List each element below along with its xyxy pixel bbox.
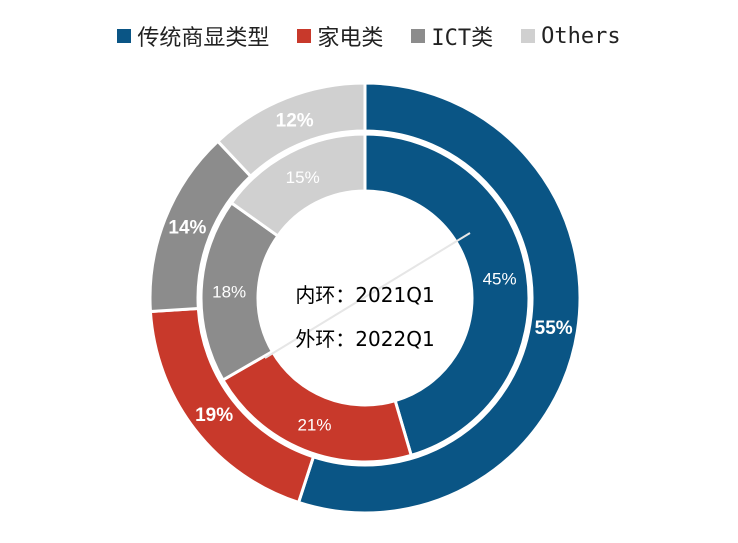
inner-label-3: 15% [286, 168, 320, 187]
legend-swatch [297, 29, 312, 43]
outer-slice-3 [215, 81, 367, 179]
legend-label: 家电类 [317, 26, 384, 51]
inner-label-0: 45% [483, 270, 517, 289]
center-text-outer: 外环：2022Q1 [295, 327, 434, 351]
inner-label-2: 18% [212, 283, 246, 302]
outer-slice-0 [296, 81, 582, 515]
outer-label-3: 12% [276, 110, 314, 131]
legend-item: Others [521, 20, 621, 52]
legend-item: 传统商显类型 [117, 20, 269, 52]
legend-label: ICT类 [431, 26, 494, 51]
legend-label: Others [541, 23, 621, 49]
inner-slice-3 [229, 132, 367, 239]
watermark-logo [264, 232, 471, 359]
outer-label-2: 14% [168, 218, 206, 239]
inner-slice-0 [363, 132, 531, 458]
legend-item: 家电类 [297, 20, 383, 52]
legend-swatch [521, 29, 536, 43]
inner-label-1: 21% [297, 415, 331, 434]
center-text-inner: 内环：2021Q1 [295, 283, 434, 307]
legend: 传统商显类型 家电类 ICT类 Others [0, 20, 738, 52]
outer-label-0: 55% [535, 318, 573, 339]
legend-swatch [411, 29, 426, 43]
legend-swatch [117, 29, 132, 43]
legend-label: 传统商显类型 [137, 26, 270, 51]
outer-label-1: 19% [195, 405, 233, 426]
legend-item: ICT类 [411, 20, 493, 52]
